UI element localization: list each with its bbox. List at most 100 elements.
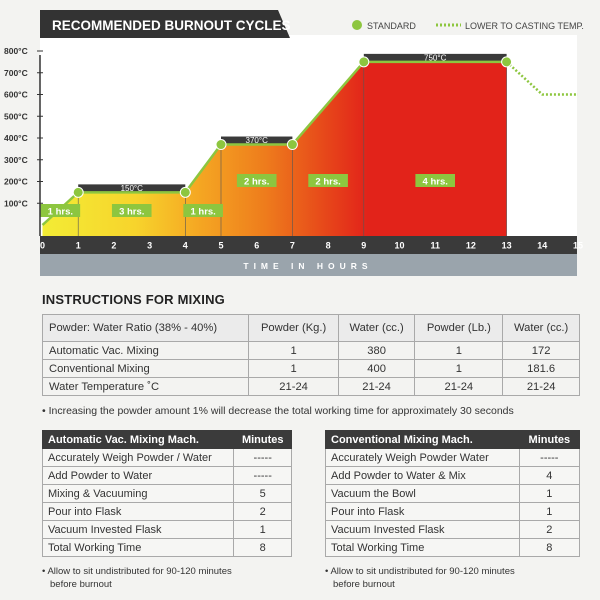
ratio-row: Automatic Vac. Mixing 1 380 1 172 — [41, 341, 580, 360]
automatic-cell: Accurately Weigh Powder / Water — [41, 448, 235, 467]
x-tick-label: 13 — [502, 241, 512, 251]
conventional-mixing-table: Conventional Mixing Mach. Minutes Accurat… — [325, 430, 581, 557]
x-tick-label: 6 — [254, 241, 259, 251]
ratio-cell: 21-24 — [337, 377, 416, 396]
y-tick-label: 200°C — [4, 177, 28, 187]
x-tick-label: 1 — [76, 241, 81, 251]
ratio-cell: 380 — [337, 341, 416, 360]
automatic-row: Total Working Time 8 — [41, 538, 292, 557]
conventional-row: Add Powder to Water & Mix 4 — [325, 466, 581, 485]
automatic-cell: 5 — [233, 484, 292, 503]
conventional-cell: Pour into Flask — [325, 502, 520, 521]
x-tick-label: 12 — [466, 241, 476, 251]
conventional-header-cell: Conventional Mixing Mach. — [325, 430, 520, 449]
conventional-note: • Allow to sit undistributed for 90-120 … — [325, 565, 515, 591]
x-tick-label: 10 — [394, 241, 404, 251]
duration-label: 1 hrs. — [190, 206, 215, 217]
conventional-row: Accurately Weigh Powder Water ----- — [325, 448, 581, 467]
automatic-cell: Mixing & Vacuuming — [41, 484, 235, 503]
ratio-cell: Automatic Vac. Mixing — [41, 341, 250, 360]
conventional-cell: 2 — [518, 520, 581, 539]
automatic-row: Mixing & Vacuuming 5 — [41, 484, 292, 503]
duration-label-bg — [236, 174, 277, 187]
automatic-note-line2: before burnout — [50, 579, 112, 590]
x-tick-label: 2 — [111, 241, 116, 251]
conventional-cell: Vacuum the Bowl — [325, 484, 520, 503]
x-tick-label: 4 — [183, 241, 188, 251]
ratio-header-row: Powder: Water Ratio (38% - 40%) Powder (K… — [41, 314, 580, 342]
ratio-row: Conventional Mixing 1 400 1 181.6 — [41, 359, 580, 378]
automatic-cell: Pour into Flask — [41, 502, 235, 521]
conventional-header-cell: Minutes — [518, 430, 581, 449]
conventional-cell: Vacuum Invested Flask — [325, 520, 520, 539]
conventional-note-line2: before burnout — [333, 579, 395, 590]
powder-note: • Increasing the powder amount 1% will d… — [42, 405, 514, 417]
automatic-cell: 2 — [233, 502, 292, 521]
automatic-cell: ----- — [233, 466, 292, 485]
mixing-section-title: INSTRUCTIONS FOR MIXING — [42, 292, 225, 307]
conventional-cell: Add Powder to Water & Mix — [325, 466, 520, 485]
ratio-header-cell: Water (cc.) — [502, 314, 580, 342]
conventional-cell: 8 — [518, 538, 581, 557]
x-axis-title: TIME IN HOURS — [243, 261, 372, 271]
y-tick-label: 600°C — [4, 90, 28, 100]
ratio-cell: Conventional Mixing — [41, 359, 250, 378]
y-tick-label: 300°C — [4, 155, 28, 165]
y-tick-label: 500°C — [4, 111, 28, 121]
x-tick-label: 15 — [573, 241, 583, 251]
duration-label: 4 hrs. — [423, 176, 448, 187]
automatic-note: • Allow to sit undistributed for 90-120 … — [42, 565, 232, 591]
conventional-row: Pour into Flask 1 — [325, 502, 581, 521]
y-tick-label: 800°C — [4, 46, 28, 56]
hold-temp-label: 370°C — [246, 136, 269, 145]
ratio-cell: 21-24 — [414, 377, 504, 396]
legend-lower-label: LOWER TO CASTING TEMP. — [465, 21, 584, 31]
standard-point — [72, 186, 84, 198]
conventional-row: Total Working Time 8 — [325, 538, 581, 557]
chart-title: RECOMMENDED BURNOUT CYCLES — [52, 18, 291, 33]
x-tick-label: 8 — [326, 241, 331, 251]
automatic-row: Accurately Weigh Powder / Water ----- — [41, 448, 292, 467]
conventional-cell: 1 — [518, 484, 581, 503]
automatic-header-cell: Minutes — [233, 430, 292, 449]
automatic-cell: 8 — [233, 538, 292, 557]
conventional-row: Vacuum Invested Flask 2 — [325, 520, 581, 539]
y-tick-label: 700°C — [4, 68, 28, 78]
ratio-header-cell: Powder (Lb.) — [414, 314, 504, 342]
legend-standard-marker — [352, 20, 362, 30]
conventional-cell: 1 — [518, 502, 581, 521]
ratio-cell: 181.6 — [502, 359, 580, 378]
x-tick-label: 5 — [218, 241, 223, 251]
ratio-cell: 21-24 — [502, 377, 580, 396]
standard-point — [286, 139, 298, 151]
standard-point — [358, 56, 370, 68]
duration-label: 2 hrs. — [315, 176, 340, 187]
automatic-row: Add Powder to Water ----- — [41, 466, 292, 485]
hold-bar — [78, 184, 186, 193]
ratio-cell: Water Temperature ˚C — [41, 377, 250, 396]
ratio-row: Water Temperature ˚C 21-24 21-24 21-24 21-24 — [41, 377, 580, 396]
hold-temp-label: 150°C — [121, 184, 144, 193]
x-tick-label: 9 — [361, 241, 366, 251]
ratio-cell: 1 — [414, 341, 504, 360]
ratio-header-cell: Powder (Kg.) — [248, 314, 339, 342]
automatic-row: Vacuum Invested Flask 1 — [41, 520, 292, 539]
conventional-cell: Total Working Time — [325, 538, 520, 557]
conventional-header-row: Conventional Mixing Mach. Minutes — [325, 430, 581, 449]
automatic-note-line1: • Allow to sit undistributed for 90-120 … — [42, 566, 232, 577]
chart-title-banner — [40, 10, 290, 38]
hold-bar — [221, 136, 293, 145]
duration-label: 3 hrs. — [119, 206, 144, 217]
ratio-cell: 21-24 — [248, 377, 339, 396]
automatic-cell: Vacuum Invested Flask — [41, 520, 235, 539]
duration-label-bg — [111, 204, 152, 217]
ratio-cell: 172 — [502, 341, 580, 360]
conventional-note-line1: • Allow to sit undistributed for 90-120 … — [325, 566, 515, 577]
automatic-header-cell: Automatic Vac. Mixing Mach. — [41, 430, 235, 449]
ratio-cell: 1 — [414, 359, 504, 378]
x-axis-title-band — [40, 254, 577, 276]
standard-point — [215, 139, 227, 151]
x-tick-label: 3 — [147, 241, 152, 251]
duration-label: 2 hrs. — [244, 176, 269, 187]
automatic-cell: Total Working Time — [41, 538, 235, 557]
